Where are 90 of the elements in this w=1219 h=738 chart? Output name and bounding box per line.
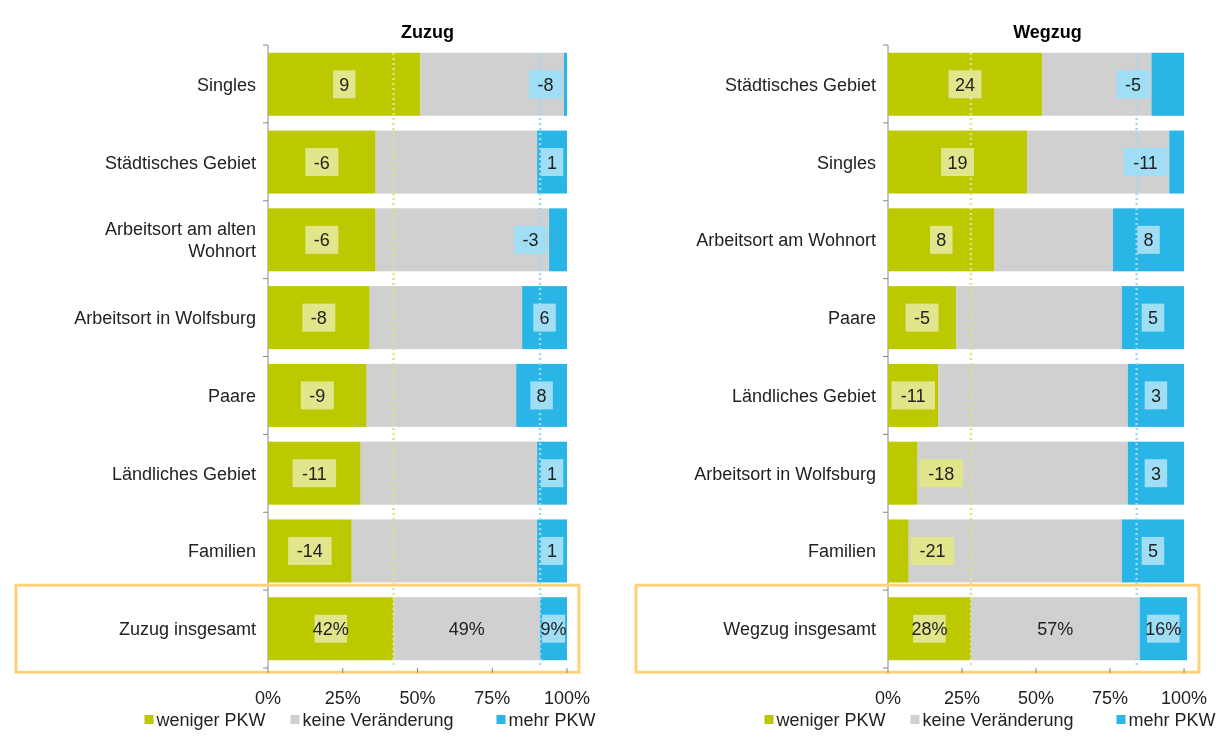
bar bbox=[956, 286, 1122, 350]
bar bbox=[1169, 130, 1185, 194]
bar bbox=[888, 130, 1028, 194]
bar bbox=[420, 52, 565, 116]
bar bbox=[360, 441, 538, 505]
data-label: 9% bbox=[540, 619, 567, 640]
x-tick-label: 0% bbox=[874, 688, 902, 708]
y-tick-label: Arbeitsort in Wolfsburg bbox=[694, 463, 876, 484]
annotation: 6 bbox=[539, 308, 550, 329]
annotation: -6 bbox=[313, 230, 330, 251]
y-tick-label: Städtisches Gebiet bbox=[724, 74, 876, 95]
annotation: 3 bbox=[1150, 385, 1161, 406]
bar bbox=[888, 52, 1042, 116]
bar bbox=[908, 519, 1122, 583]
annotation: 5 bbox=[1147, 308, 1158, 329]
x-tick-label: 25% bbox=[943, 688, 981, 708]
annotation: 8 bbox=[1143, 230, 1154, 251]
bar bbox=[268, 597, 394, 661]
legend-label: weniger PKW bbox=[775, 710, 886, 730]
x-tick-label: 50% bbox=[399, 688, 436, 708]
y-tick-label: Ländliches Gebiet bbox=[731, 385, 876, 406]
annotation: -18 bbox=[928, 463, 955, 484]
annotation: 8 bbox=[936, 230, 947, 251]
annotation: -9 bbox=[309, 385, 326, 406]
chart-title: Zuzug bbox=[401, 22, 454, 42]
legend-label: mehr PKW bbox=[508, 710, 596, 730]
bar bbox=[268, 52, 421, 116]
x-tick-label: 75% bbox=[1092, 688, 1129, 708]
bar bbox=[917, 441, 1128, 505]
annotation: 3 bbox=[1150, 463, 1161, 484]
bar bbox=[375, 208, 550, 272]
annotation: -11 bbox=[900, 385, 926, 406]
annotation: 1 bbox=[547, 152, 558, 173]
bar bbox=[888, 441, 918, 505]
x-tick-label: 25% bbox=[324, 688, 361, 708]
annotation: -5 bbox=[914, 308, 931, 329]
bar bbox=[994, 208, 1113, 272]
annotation: -14 bbox=[296, 541, 323, 562]
y-tick-label: Arbeitsort am Wohnort bbox=[696, 230, 876, 251]
annotation: -11 bbox=[1133, 152, 1158, 173]
bar bbox=[888, 519, 909, 583]
bar bbox=[375, 130, 538, 194]
y-tick-label: Ländliches Gebiet bbox=[111, 463, 256, 484]
y-tick-label: Singles bbox=[816, 152, 876, 173]
data-label: 49% bbox=[448, 619, 485, 640]
chart-title: Wegzug bbox=[1013, 22, 1082, 42]
y-tick-label: Städtisches Gebiet bbox=[104, 152, 256, 173]
annotation: -3 bbox=[522, 230, 539, 251]
bar bbox=[366, 363, 517, 427]
bar bbox=[564, 52, 567, 116]
y-tick-label: Wegzug insgesamt bbox=[723, 619, 876, 640]
bar bbox=[938, 363, 1128, 427]
legend-label: keine Veränderung bbox=[922, 710, 1074, 730]
bar bbox=[888, 208, 995, 272]
bar bbox=[970, 597, 1140, 661]
y-tick-label: Arbeitsort am alten Wohnort bbox=[104, 219, 256, 262]
data-label: 57% bbox=[1037, 619, 1074, 640]
legend-label: mehr PKW bbox=[1128, 710, 1216, 730]
annotation: 9 bbox=[339, 74, 350, 95]
annotation: 1 bbox=[547, 541, 558, 562]
y-tick-label: Familien bbox=[807, 541, 876, 562]
annotation: -6 bbox=[313, 152, 330, 173]
y-tick-label: Singles bbox=[196, 74, 256, 95]
y-tick-label: Zuzug insgesamt bbox=[118, 619, 256, 640]
annotation: 19 bbox=[947, 152, 968, 173]
legend-label: weniger PKW bbox=[155, 710, 266, 730]
annotation: -5 bbox=[1124, 74, 1141, 95]
x-tick-label: 100% bbox=[543, 688, 591, 708]
annotation: -8 bbox=[310, 308, 327, 329]
x-tick-label: 100% bbox=[1161, 688, 1208, 708]
bar bbox=[1151, 52, 1185, 116]
bar bbox=[393, 597, 541, 661]
y-tick-label: Arbeitsort in Wolfsburg bbox=[74, 308, 256, 329]
annotation: 24 bbox=[954, 74, 975, 95]
annotation: 8 bbox=[536, 385, 547, 406]
x-tick-label: 75% bbox=[474, 688, 511, 708]
annotation: 1 bbox=[547, 463, 558, 484]
bar bbox=[549, 208, 567, 272]
annotation: -21 bbox=[919, 541, 946, 562]
x-tick-label: 50% bbox=[1018, 688, 1055, 708]
annotation: 5 bbox=[1147, 541, 1158, 562]
annotation: -8 bbox=[537, 74, 554, 95]
y-tick-label: Paare bbox=[207, 385, 256, 406]
y-tick-label: Familien bbox=[187, 541, 256, 562]
bar bbox=[351, 519, 538, 583]
annotation: -11 bbox=[302, 463, 327, 484]
legend-label: keine Veränderung bbox=[302, 710, 454, 730]
y-tick-label: Paare bbox=[827, 308, 876, 329]
bar bbox=[369, 286, 523, 350]
x-tick-label: 0% bbox=[254, 688, 282, 708]
